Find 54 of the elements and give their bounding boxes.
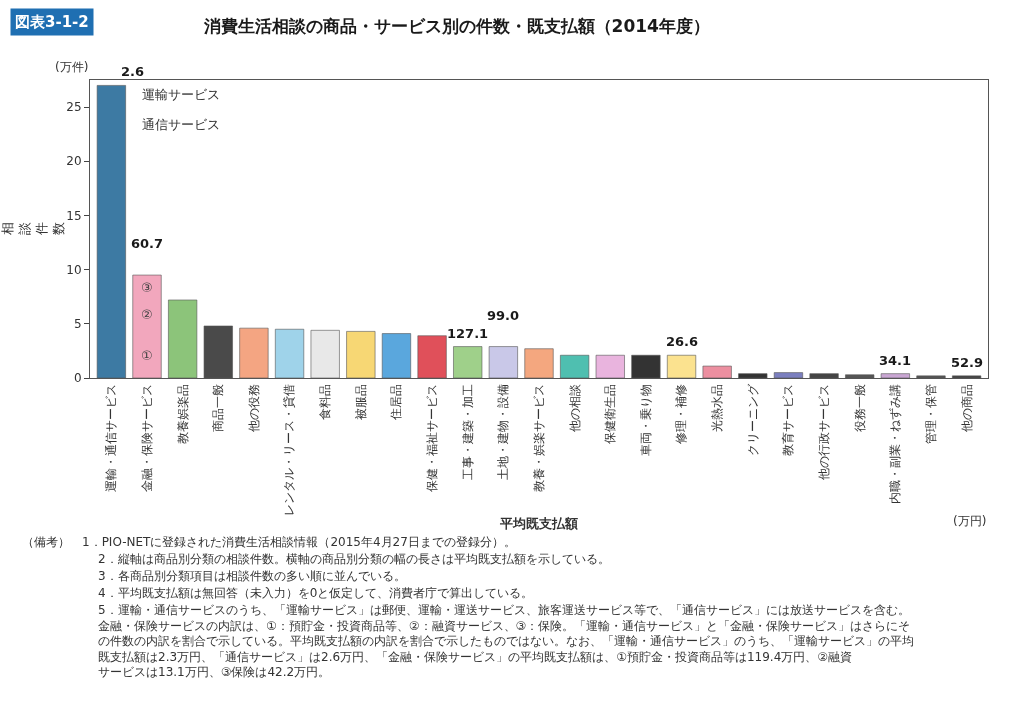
x-tick-label: 他の相談: [567, 383, 582, 432]
y-axis-title: 相談件数: [0, 222, 66, 236]
y-tick-label: 0: [73, 371, 82, 386]
annotation: ③: [141, 280, 153, 295]
chart-subtitle: 図表3-1-2: [15, 13, 89, 31]
annotation: 127.1: [447, 326, 489, 341]
x-tick-label: 修理・補修: [674, 383, 689, 444]
text: 4．平均既支払額は無回答（未入力）を0と仮定して、消費者庁で算出している。: [98, 586, 534, 600]
x-tick-label: 内職・副業・ねずみ講: [888, 383, 903, 504]
chart-title: 消費生活相談の商品・サービス別の件数・既支払額（2014年度）: [202, 16, 710, 37]
text: （備考） 1．PIO-NETに登録された消費生活相談情報（2015年4月27日までの登録分）。: [22, 535, 516, 549]
x-tick-label: 食料品: [318, 383, 333, 420]
text: 3．各商品別分類項目は相談件数の多い順に並んでいる。: [98, 569, 406, 583]
y-tick-label: 10: [66, 262, 82, 277]
x-tick-label: 他の行政サービス: [816, 383, 831, 480]
x-tick-label: 土地・建物・設備: [496, 383, 511, 480]
annotation: 52.9: [951, 355, 984, 370]
x-tick-label: 教育サービス: [781, 383, 796, 456]
annotation: ①: [141, 348, 153, 363]
y-tick-label: 15: [66, 208, 82, 223]
text: (万円): [953, 514, 987, 528]
x-tick-label: 管理・保管: [923, 383, 938, 444]
x-tick-label: 金融・保険サービス: [139, 383, 154, 492]
x-tick-label: 車両・乗り物: [638, 383, 653, 456]
x-tick-label: 工事・建築・加工: [460, 383, 475, 480]
annotation: 通信サービス: [142, 117, 220, 132]
x-tick-label: 運輸・通信サービス: [104, 383, 119, 492]
x-tick-label: 他の役務: [246, 383, 261, 432]
annotation: 26.6: [666, 334, 699, 349]
x-tick-label: 住居品: [389, 383, 404, 421]
x-tick-label: 光熱水品: [710, 383, 725, 432]
x-tick-label: 被服品: [353, 383, 368, 420]
annotation: 34.1: [879, 353, 912, 368]
y-tick-label: 25: [66, 100, 82, 115]
x-tick-label: 商品一般: [211, 383, 226, 432]
annotation: 99.0: [487, 308, 520, 323]
y-tick-label: 20: [66, 154, 82, 169]
text: (万件): [55, 60, 89, 74]
x-tick-label: 他の商品: [959, 383, 974, 432]
x-tick-label: 保健衛生品: [603, 383, 618, 444]
x-tick-label: 教養娯楽品: [175, 383, 190, 444]
annotation: 60.7: [131, 236, 164, 251]
x-tick-label: レンタル・リース・貸借: [282, 383, 297, 516]
x-tick-label: 保健・福祉サービス: [425, 383, 439, 492]
annotation: 運輸サービス: [142, 87, 220, 102]
x-tick-label: 教養・娯楽サービス: [531, 383, 546, 492]
text: 5．運輸・通信サービスのうち、「運輸サービス」は郵便、運輸・運送サービス、旅客運送サービス等で、「通信サービス」には放送サービスを含む。金融・保険サービスの内訳は、①：預貯金・投資商品等、②：融資サービス、③：保険。「運輸・通信サービス」と「金融・保険サービス」はさらにその件数の内訳を割合で示している。平均既支払額の内訳を割合で示したものではない。なお、「運輸・通信サービス」のうち、「運輸サービス」の平均既支払額は2.3万円、「通信サービス」は2.6万円、「金融・保険サービス」の平均既支払額は、①預貯金・投資商品等は119.4万円、②融資サービスは13.1万円、③保険は42.2万円。: [98, 603, 914, 680]
x-tick-label: 役務一般: [852, 383, 867, 432]
x-axis-title: 平均既支払額: [499, 516, 578, 532]
y-tick-label: 5: [73, 317, 82, 332]
annotation: 2.6: [121, 64, 145, 79]
x-tick-label: クリーニング: [745, 382, 760, 456]
text: 2．縦軸は商品別分類の相談件数。横軸の商品別分類の幅の長さは平均既支払額を示している。: [98, 552, 610, 566]
annotation: ②: [141, 307, 153, 322]
